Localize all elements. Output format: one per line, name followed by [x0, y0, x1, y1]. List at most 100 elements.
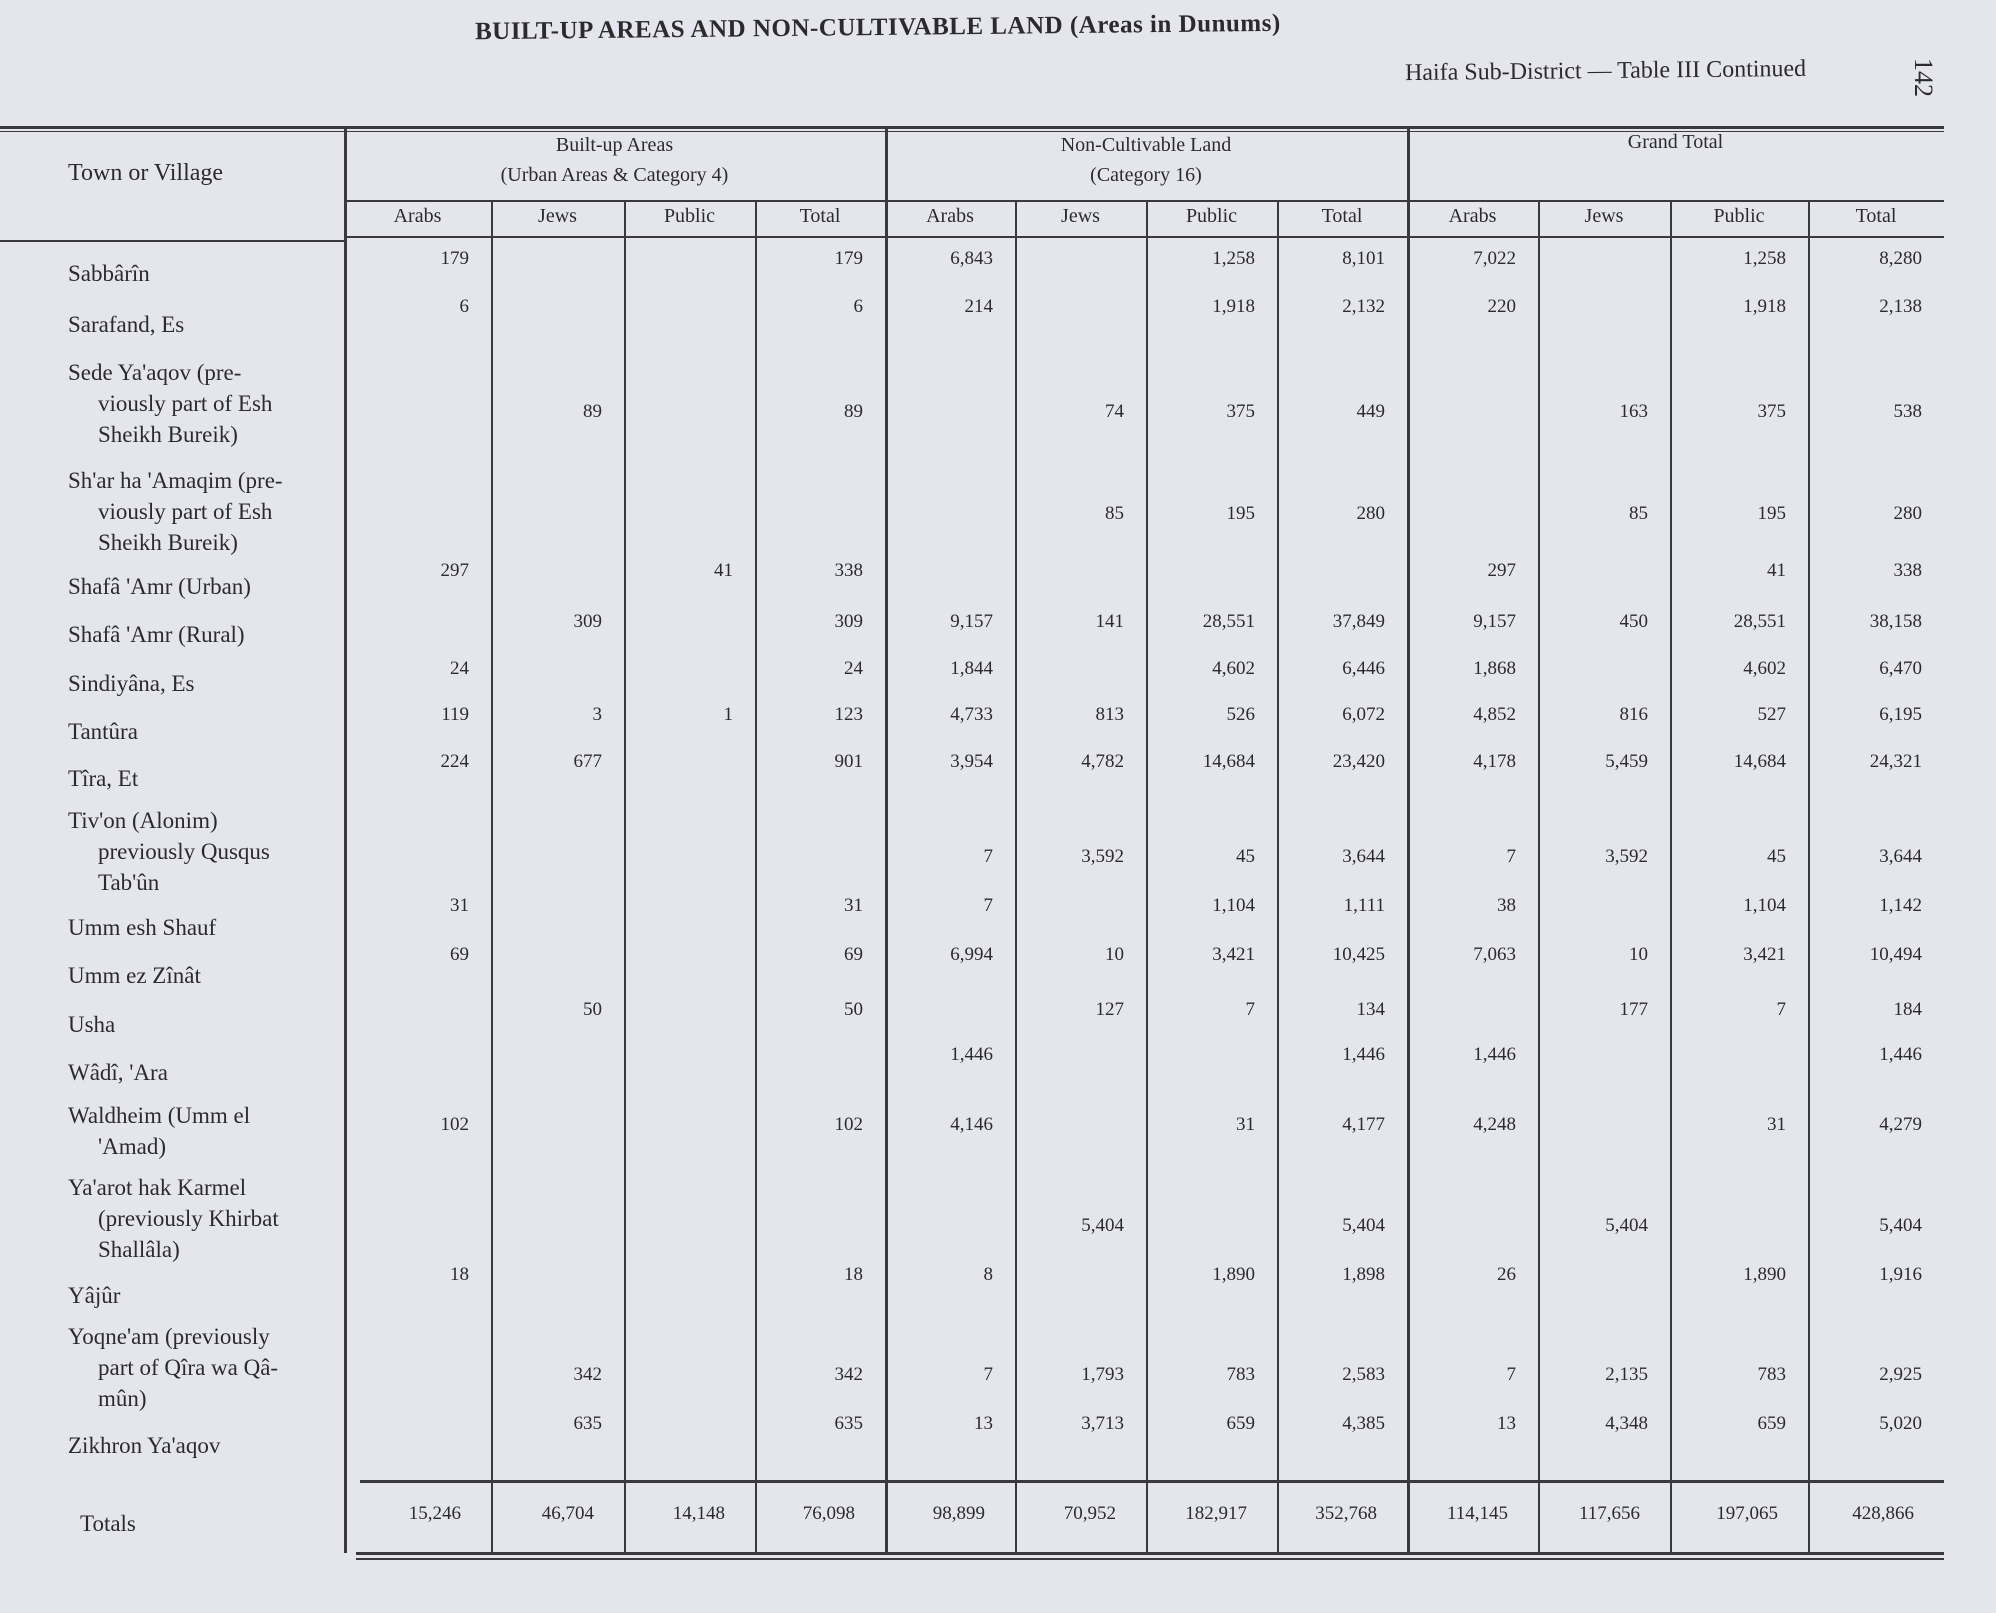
column-divider — [624, 200, 626, 1553]
table-cell: 127 — [1095, 999, 1125, 1020]
table-cell: 4,178 — [1473, 751, 1516, 772]
table-cell: 2,135 — [1605, 1364, 1648, 1385]
table-cell: 141 — [1095, 611, 1125, 632]
page-number: 142 — [1909, 58, 1938, 97]
table-cell: 1,104 — [1743, 895, 1786, 916]
table-cell: 375 — [1226, 401, 1256, 422]
row-label-line: Wâdî, 'Ara — [68, 1060, 168, 1085]
table-cell: 9,157 — [950, 611, 993, 632]
table-cell: 85 — [1105, 503, 1124, 524]
column-divider — [755, 200, 757, 1553]
table-cell: 7 — [983, 1364, 994, 1385]
table-cell: 1,446 — [1879, 1044, 1922, 1065]
table-subtitle: Haifa Sub-District — Table III Continued — [1404, 55, 1807, 87]
row-label-line: mûn) — [98, 1386, 147, 1411]
table-cell: 635 — [573, 1413, 603, 1434]
row-label-line: Sede Ya'aqov (pre- — [68, 360, 242, 385]
table-cell: 6,994 — [950, 944, 993, 965]
row-label: Tiv'on (Alonim) previously Qusqus Tab'ûn — [68, 805, 338, 898]
table-cell: 24 — [844, 658, 863, 679]
table-cell: 10 — [1105, 944, 1124, 965]
row-label-line: viously part of Esh — [98, 391, 273, 416]
group-header-sub: (Urban Areas & Category 4) — [500, 164, 729, 186]
row-label: Shafâ 'Amr (Rural) — [68, 619, 338, 650]
header-bottom-rule — [344, 236, 1944, 238]
row-label: Tantûra — [68, 716, 338, 747]
table-cell: 14,684 — [1202, 751, 1255, 772]
table-cell: 2,583 — [1342, 1364, 1385, 1385]
table-cell: 4,733 — [950, 704, 993, 725]
table-cell: 2,132 — [1342, 296, 1385, 317]
table-cell: 220 — [1487, 296, 1517, 317]
table-cell: 8,280 — [1879, 248, 1922, 269]
row-label: Sarafand, Es — [68, 309, 338, 340]
row-label-line: (previously Khirbat — [98, 1206, 279, 1231]
table-cell: 41 — [714, 560, 733, 581]
row-label: Usha — [68, 1009, 338, 1040]
table-cell: 14,684 — [1733, 751, 1786, 772]
totals-cell: 197,065 — [1716, 1503, 1778, 1524]
table-cell: 4,146 — [950, 1114, 993, 1135]
subcolumn-header: Arabs — [1448, 205, 1497, 227]
group-underline — [344, 200, 885, 202]
column-divider — [885, 128, 888, 1553]
row-label-line: Sh'ar ha 'Amaqim (pre- — [68, 468, 283, 493]
table-cell: 13 — [1497, 1413, 1516, 1434]
row-label-line: Shallâla) — [98, 1237, 180, 1262]
table-cell: 7 — [1776, 999, 1787, 1020]
table-cell: 3,592 — [1605, 846, 1648, 867]
table-cell: 102 — [440, 1114, 470, 1135]
subcolumn-header: Total — [1855, 205, 1897, 227]
table-cell: 37,849 — [1332, 611, 1385, 632]
table-cell: 6,470 — [1879, 658, 1922, 679]
row-label-line: previously Qusqus — [98, 839, 270, 864]
table-cell: 214 — [964, 296, 994, 317]
table-cell: 5,459 — [1605, 751, 1648, 772]
table-cell: 4,602 — [1212, 658, 1255, 679]
table-cell: 1,104 — [1212, 895, 1255, 916]
column-divider — [1538, 200, 1540, 1553]
table-cell: 5,404 — [1081, 1215, 1124, 1236]
column-divider — [1808, 200, 1810, 1553]
table-cell: 816 — [1619, 704, 1649, 725]
column-divider — [491, 200, 493, 1553]
table-cell: 195 — [1757, 503, 1787, 524]
table-cell: 102 — [834, 1114, 864, 1135]
totals-cell: 428,866 — [1852, 1503, 1914, 1524]
row-label: Umm ez Zînât — [68, 960, 338, 991]
table-cell: 7,063 — [1473, 944, 1516, 965]
row-label-line: Sindiyâna, Es — [68, 671, 195, 696]
table-cell: 6,072 — [1342, 704, 1385, 725]
table-cell: 4,348 — [1605, 1413, 1648, 1434]
totals-cell: 15,246 — [408, 1503, 461, 1524]
table-cell: 4,782 — [1081, 751, 1124, 772]
table-cell: 3,644 — [1879, 846, 1922, 867]
totals-label: Totals — [80, 1511, 136, 1536]
table-cell: 1,890 — [1743, 1264, 1786, 1285]
table-cell: 18 — [844, 1264, 863, 1285]
table-cell: 38 — [1497, 895, 1516, 916]
table-cell: 69 — [844, 944, 863, 965]
row-label: Umm esh Shauf — [68, 912, 338, 943]
table-cell: 1,898 — [1342, 1264, 1385, 1285]
table-cell: 526 — [1226, 704, 1256, 725]
table-cell: 195 — [1226, 503, 1256, 524]
table-cell: 38,158 — [1869, 611, 1922, 632]
table-cell: 3,954 — [950, 751, 993, 772]
table-cell: 6,446 — [1342, 658, 1385, 679]
table-cell: 1,918 — [1212, 296, 1255, 317]
table-cell: 3,421 — [1743, 944, 1786, 965]
row-label-line: Sarafand, Es — [68, 312, 185, 337]
table-cell: 179 — [440, 248, 470, 269]
table-cell: 179 — [834, 248, 864, 269]
table-cell: 224 — [440, 751, 470, 772]
totals-cell: 76,098 — [802, 1503, 855, 1524]
table-cell: 31 — [450, 895, 469, 916]
table-cell: 4,279 — [1879, 1114, 1922, 1135]
table-cell: 1,258 — [1212, 248, 1255, 269]
table-cell: 85 — [1629, 503, 1648, 524]
town-column-header: Town or Village — [68, 160, 224, 186]
totals-cell: 352,768 — [1315, 1503, 1377, 1524]
row-label-line: Tab'ûn — [98, 870, 160, 895]
table-cell: 28,551 — [1733, 611, 1786, 632]
